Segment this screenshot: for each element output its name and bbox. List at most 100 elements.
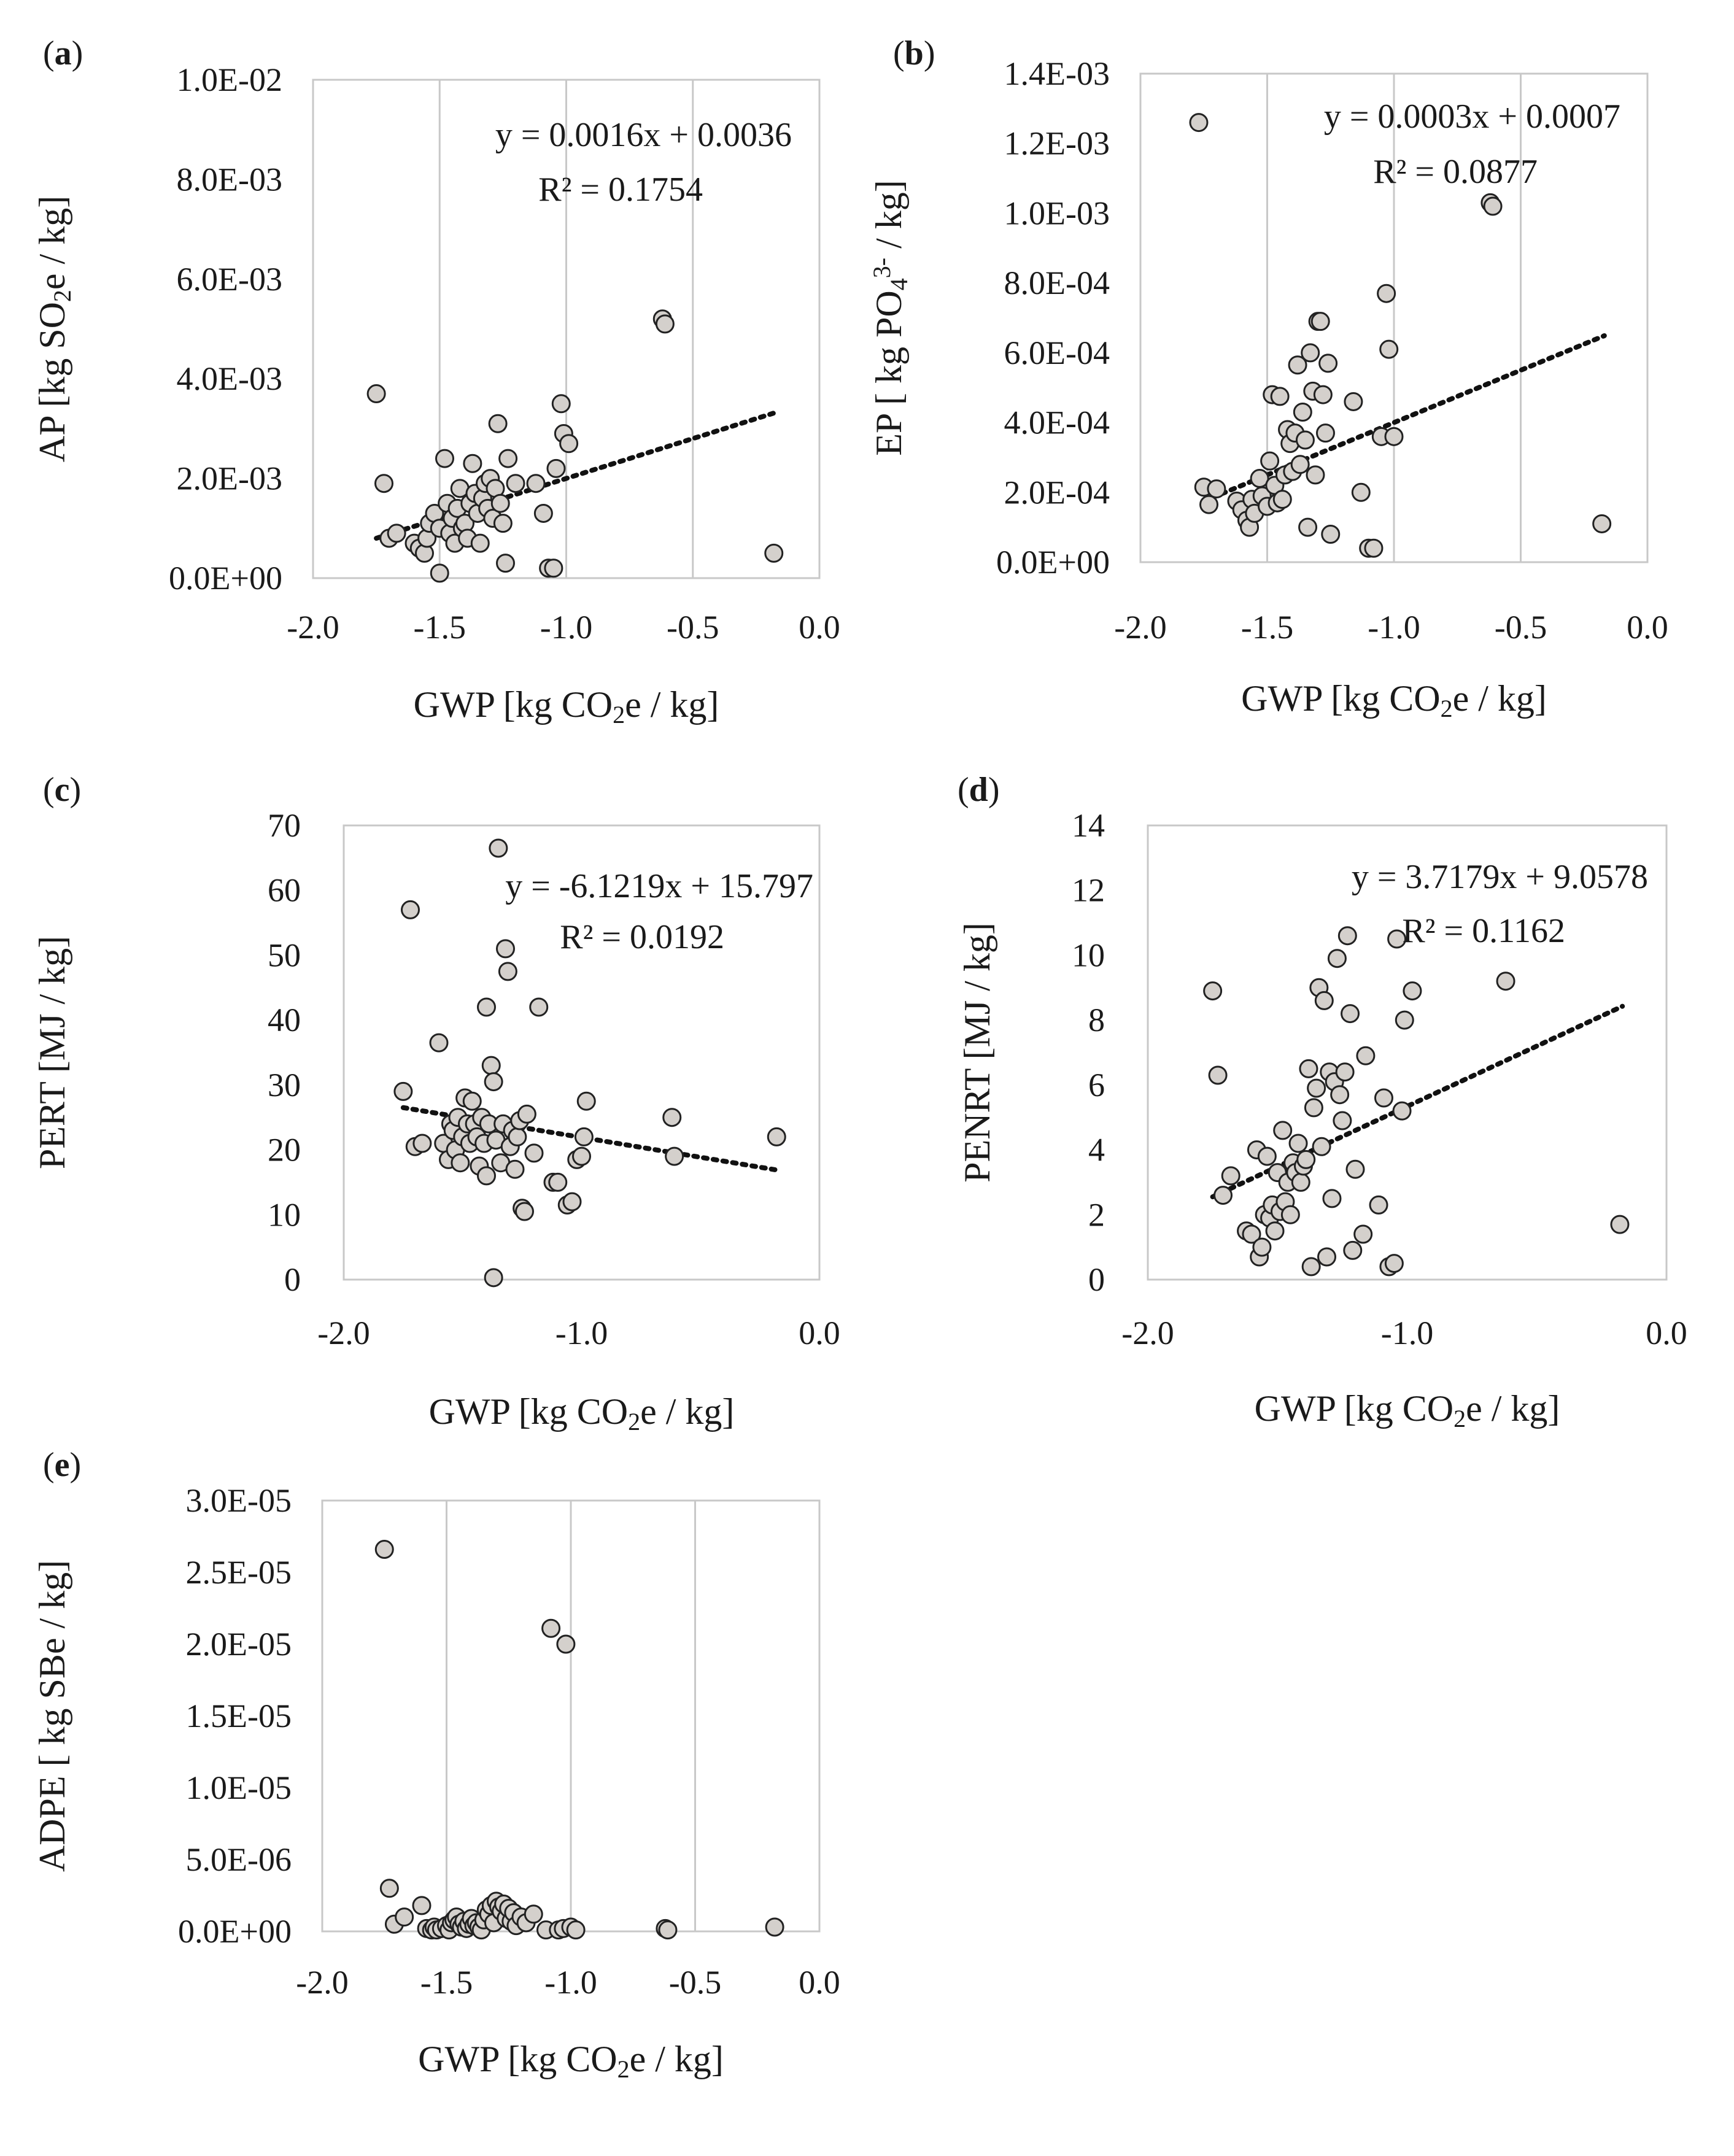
y-tick-label: 8.0E-03 — [177, 161, 282, 198]
data-point — [379, 1879, 399, 1898]
data-point — [1384, 427, 1404, 446]
x-tick-label: -1.0 — [1368, 609, 1420, 646]
data-point — [1280, 1205, 1300, 1224]
data-point — [395, 1907, 414, 1927]
data-point — [470, 533, 490, 553]
x-tick-label: -2.0 — [287, 609, 339, 646]
data-point — [462, 1091, 482, 1111]
trendline-equation: y = -6.1219x + 15.797 — [505, 867, 813, 905]
y-tick-label: 5.0E-06 — [186, 1841, 292, 1878]
y-tick-label: 2.5E-05 — [186, 1554, 292, 1591]
data-point — [484, 1268, 503, 1288]
data-point — [1314, 991, 1334, 1010]
data-point — [1265, 1221, 1285, 1241]
y-tick-label: 2 — [1088, 1196, 1105, 1233]
data-point — [548, 1172, 568, 1192]
data-point — [1344, 392, 1363, 411]
data-point — [572, 1146, 591, 1166]
y-tick-label: 2.0E-04 — [1004, 474, 1110, 511]
data-point — [1335, 1062, 1355, 1082]
data-point — [493, 514, 513, 533]
y-tick-label: 0 — [1088, 1261, 1105, 1298]
data-point — [498, 962, 517, 981]
x-tick-label: -1.5 — [420, 1964, 473, 2001]
y-tick-label: 1.0E-03 — [1004, 195, 1110, 231]
x-axis-title: GWP [kg CO2e / kg] — [418, 2039, 724, 2083]
data-point — [1403, 981, 1422, 1001]
data-point — [1304, 1098, 1323, 1118]
data-point — [524, 1143, 544, 1163]
x-tick-label: -0.5 — [1495, 609, 1547, 646]
data-point — [387, 524, 406, 543]
plot-area — [343, 824, 821, 1281]
y-tick-label: 1.4E-03 — [1004, 55, 1110, 92]
data-point — [1341, 1004, 1360, 1024]
data-point — [655, 314, 675, 334]
y-tick-label: 1.2E-03 — [1004, 125, 1110, 162]
data-point — [1208, 1065, 1228, 1085]
data-point — [524, 1904, 543, 1924]
y-tick-label: 70 — [268, 807, 301, 844]
data-point — [529, 997, 549, 1017]
data-point — [665, 1146, 684, 1166]
r-squared-label: R² = 0.0192 — [560, 918, 724, 956]
panel-label: (a) — [43, 34, 83, 72]
data-point — [526, 474, 546, 493]
x-axis-title: GWP [kg CO2e / kg] — [414, 684, 719, 728]
data-point — [393, 1081, 413, 1101]
data-point — [1301, 1257, 1321, 1277]
data-point — [1290, 455, 1310, 474]
data-point — [489, 838, 508, 858]
y-tick-label: 0 — [284, 1261, 301, 1298]
data-point — [477, 997, 496, 1017]
y-axis-title: AP [kg SO2e / kg] — [32, 196, 76, 462]
data-point — [1392, 1101, 1412, 1121]
x-tick-label: -1.0 — [540, 609, 592, 646]
data-point — [506, 474, 525, 493]
y-tick-label: 10 — [1072, 937, 1105, 973]
panel-a: (a) 0.0E+00 2.0E-03 4.0E-03 6.0E-03 8.0E-03 1.… — [32, 34, 840, 728]
data-point — [435, 449, 454, 468]
x-tick-label: -2.0 — [1121, 1315, 1174, 1351]
data-point — [1307, 1078, 1326, 1098]
data-point — [374, 1540, 394, 1559]
data-point — [544, 558, 563, 578]
data-point — [1395, 1010, 1414, 1030]
x-tick-label: 0.0 — [1646, 1315, 1687, 1351]
x-axis-title: GWP [kg CO2e / kg] — [1241, 678, 1547, 722]
x-tick-label: -2.0 — [296, 1964, 348, 2001]
data-point — [1321, 525, 1341, 544]
x-tick-label: -1.5 — [1241, 609, 1293, 646]
data-point — [533, 503, 553, 523]
y-tick-label: 6.0E-03 — [177, 261, 282, 298]
x-tick-label: 0.0 — [1627, 609, 1668, 646]
data-point — [1257, 1146, 1277, 1166]
y-tick-label: 0.0E+00 — [996, 544, 1110, 581]
data-point — [1203, 981, 1223, 1001]
data-point — [1295, 430, 1315, 450]
data-point — [1315, 423, 1335, 443]
r-squared-label: R² = 0.0877 — [1373, 153, 1538, 191]
data-point — [490, 493, 510, 513]
x-tick-label: -0.5 — [667, 609, 719, 646]
panel-c: (c) 0 10 20 30 40 50 60 70 -2.0 -1.0 0.0 GWP [kg CO2… — [32, 771, 840, 1435]
data-point — [1318, 354, 1338, 373]
y-axis-title: EP [ kg PO43- / kg] — [868, 180, 913, 455]
plot-area — [1147, 824, 1668, 1281]
data-point — [1312, 1137, 1331, 1156]
data-point — [1272, 490, 1292, 509]
panel-b: (b) 0.0E+00 2.0E-04 4.0E-04 6.0E-04 8.0E-04 1.… — [868, 34, 1668, 722]
y-tick-label: 12 — [1072, 872, 1105, 909]
data-point — [412, 1896, 432, 1915]
x-tick-label: 0.0 — [799, 609, 840, 646]
x-tick-label: -1.0 — [1381, 1315, 1433, 1351]
y-tick-label: 8 — [1088, 1002, 1105, 1038]
data-point — [767, 1127, 786, 1146]
data-point — [401, 900, 420, 919]
data-point — [1299, 1059, 1318, 1078]
data-point — [484, 1072, 503, 1092]
data-point — [374, 474, 393, 493]
y-tick-label: 4.0E-03 — [177, 360, 282, 397]
data-point — [1351, 482, 1371, 502]
y-tick-label: 1.0E-02 — [177, 61, 282, 98]
